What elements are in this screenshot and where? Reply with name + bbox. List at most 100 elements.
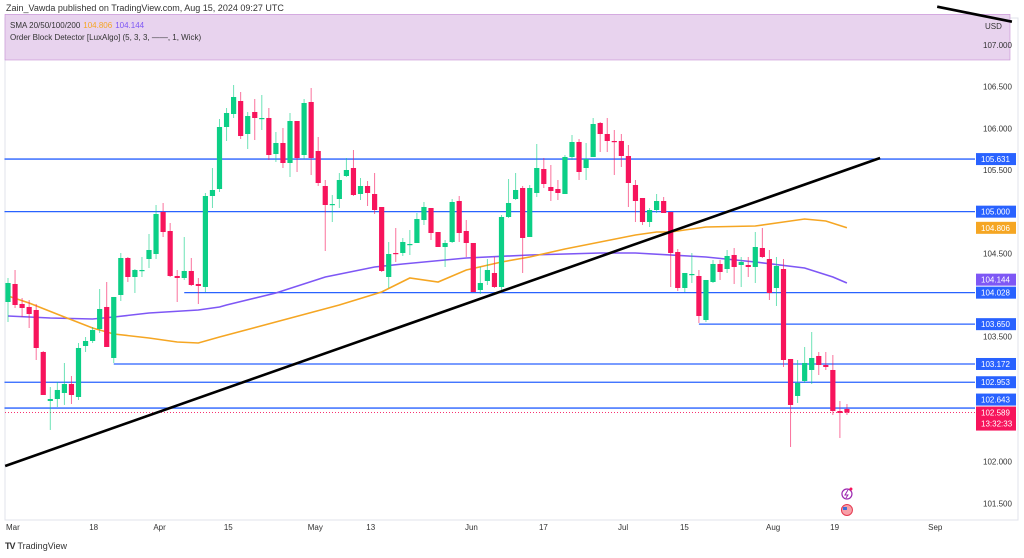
candle-body — [223, 112, 230, 127]
candle — [315, 136, 321, 186]
candle — [463, 219, 469, 257]
indicator-legend[interactable]: Order Block Detector [LuxAlgo] (5, 3, 3,… — [10, 33, 202, 42]
candle-body — [97, 308, 103, 329]
candle — [661, 196, 667, 213]
sma-price-badge-bg — [976, 221, 1016, 234]
candle — [153, 204, 159, 259]
candle-body — [315, 150, 321, 183]
candle-body — [266, 117, 272, 155]
candle-body — [513, 189, 519, 199]
sma-price-badge-text: 104.144 — [981, 276, 1010, 285]
candle-body — [745, 264, 751, 267]
candle-body — [837, 410, 843, 413]
candle — [555, 179, 561, 200]
candle-body — [710, 263, 716, 282]
candle-body — [40, 351, 46, 395]
candle-body — [400, 241, 406, 253]
candle-body — [724, 255, 730, 269]
candle — [569, 134, 575, 160]
candle — [724, 249, 730, 273]
countdown-text: 13:32:33 — [981, 420, 1013, 429]
last-price-badge: 102.589 13:32:33 — [976, 406, 1016, 431]
level-price-badge-bg — [976, 286, 1016, 299]
level-price-badge-text: 103.650 — [981, 320, 1010, 329]
sma-price-badge: 104.144 — [976, 273, 1016, 286]
candle-body — [174, 275, 180, 278]
level-price-badge-text: 105.000 — [981, 208, 1010, 217]
candle-body — [167, 230, 173, 276]
candle — [654, 193, 660, 213]
level-price-badge: 102.953 — [976, 376, 1016, 389]
candle — [54, 381, 60, 407]
candle-body — [82, 340, 89, 346]
candle-body — [520, 187, 526, 238]
currency-label[interactable]: USD — [985, 22, 1002, 31]
y-tick-label: 103.500 — [983, 333, 1012, 342]
candle-body — [90, 329, 96, 341]
candle-body — [442, 242, 448, 247]
candle — [745, 256, 751, 277]
x-tick-label: 13 — [366, 523, 375, 532]
sma-price-badge-bg — [976, 273, 1016, 286]
x-tick-label: Jul — [618, 523, 628, 532]
level-price-badge: 103.172 — [976, 357, 1016, 370]
candle-body — [111, 296, 117, 358]
candle — [435, 231, 441, 247]
candle — [809, 331, 815, 384]
candle-body — [780, 268, 787, 360]
candle — [209, 167, 216, 208]
candle-body — [583, 158, 589, 168]
candle-body — [470, 242, 476, 292]
candle — [259, 94, 265, 130]
candle — [520, 185, 526, 273]
candle-body — [428, 207, 434, 233]
candle — [837, 400, 843, 438]
candle — [329, 194, 335, 222]
candle-body — [372, 193, 378, 210]
candle-body — [773, 265, 780, 288]
candle — [527, 184, 533, 237]
candle-body — [576, 141, 582, 172]
candle — [350, 149, 357, 196]
sma-value-purple: 104.144 — [115, 21, 145, 30]
candle-body — [202, 195, 208, 287]
tradingview-logo[interactable]: TV TradingView — [5, 541, 67, 551]
candle-body — [809, 357, 815, 370]
candle — [19, 297, 25, 317]
candle-body — [562, 156, 568, 194]
y-tick-label: 104.500 — [983, 249, 1012, 258]
y-tick-label: 106.500 — [983, 83, 1012, 92]
sma-price-badge: 104.806 — [976, 221, 1016, 234]
candle — [632, 179, 639, 222]
candle — [773, 256, 780, 306]
level-price-badge-text: 104.028 — [981, 289, 1010, 298]
candle — [82, 336, 89, 352]
candle-body — [541, 168, 547, 184]
candle-body — [54, 389, 60, 399]
candle — [146, 233, 152, 268]
candle-body — [555, 188, 561, 193]
candle-body — [386, 253, 392, 277]
candle-body — [661, 200, 667, 213]
candle-body — [717, 263, 723, 272]
candle — [414, 212, 420, 243]
candle — [682, 272, 688, 292]
candle — [139, 256, 145, 277]
candle — [407, 229, 413, 255]
candle-body — [795, 382, 801, 396]
candle — [111, 296, 117, 363]
candle — [195, 277, 201, 304]
candle-body — [456, 200, 462, 233]
candle — [167, 222, 173, 277]
candle-body — [463, 230, 469, 243]
candle — [505, 178, 512, 218]
x-tick-label: 15 — [224, 523, 233, 532]
candle-body — [597, 122, 603, 134]
candle — [597, 121, 603, 152]
candle — [646, 207, 653, 227]
sma-legend[interactable]: SMA 20/50/100/200 104.806 104.144 — [10, 21, 144, 30]
candle — [759, 227, 765, 258]
candle-body — [273, 142, 279, 154]
candle-body — [209, 189, 216, 196]
